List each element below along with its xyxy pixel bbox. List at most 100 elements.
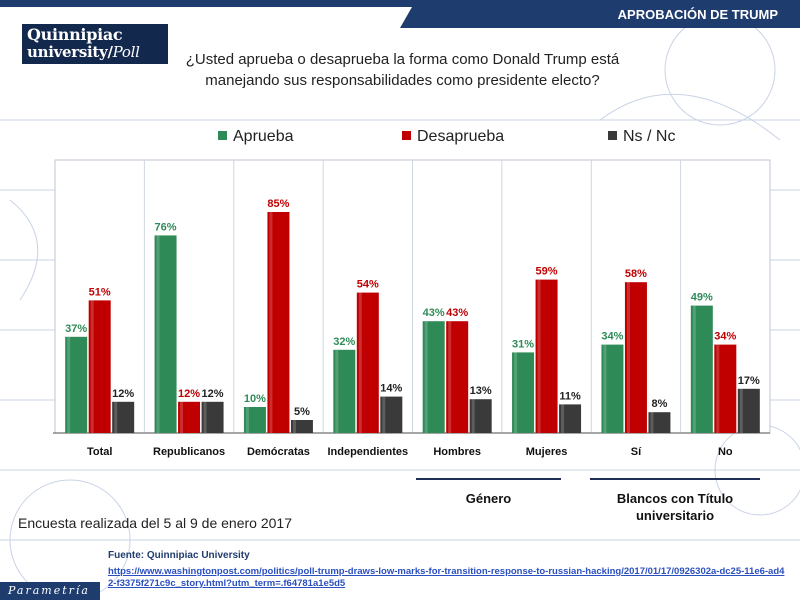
bar-desaprueba <box>714 344 737 433</box>
legend-item-nsnc: Ns / Nc <box>608 128 675 146</box>
bar-highlight <box>358 292 362 433</box>
bar-highlight <box>692 305 696 433</box>
data-label-aprueba: 76% <box>155 221 177 233</box>
bar-aprueba <box>333 349 356 433</box>
logo-line2-poll: Poll <box>112 43 140 61</box>
bar-highlight <box>471 399 475 433</box>
data-label-nsnc: 12% <box>112 388 134 400</box>
x-tick-label: Demócratas <box>247 446 310 458</box>
x-tick-label: Total <box>87 446 112 458</box>
data-label-desaprueba: 34% <box>714 331 736 343</box>
bar-aprueba <box>243 407 266 433</box>
bar-highlight <box>424 321 428 433</box>
bar-desaprueba <box>624 282 647 433</box>
bar-desaprueba <box>88 300 111 433</box>
bar-highlight <box>650 412 654 433</box>
data-label-aprueba: 32% <box>333 336 355 348</box>
bar-highlight <box>292 420 296 433</box>
logo-line2: university/Poll <box>27 43 140 61</box>
legend-item-desaprueba: Desaprueba <box>402 128 504 146</box>
bar-nsnc <box>290 420 313 433</box>
x-tick-label: Hombres <box>433 446 481 458</box>
bar-highlight <box>626 282 630 433</box>
data-label-aprueba: 31% <box>512 338 534 350</box>
bar-highlight <box>537 279 541 433</box>
bar-highlight <box>269 212 273 433</box>
legend-label-aprueba: Aprueba <box>233 128 294 145</box>
group-line-genero <box>416 478 561 480</box>
header-tag: APROBACIÓN DE TRUMP <box>400 0 800 28</box>
data-label-aprueba: 10% <box>244 393 266 405</box>
bar-highlight <box>514 352 518 433</box>
legend-swatch-nsnc <box>608 131 617 140</box>
group-label-blancos: Blancos con Título universitario <box>616 491 734 523</box>
data-label-nsnc: 12% <box>202 388 224 400</box>
data-label-desaprueba: 12% <box>178 388 200 400</box>
data-label-desaprueba: 58% <box>625 268 647 280</box>
x-tick-label: Sí <box>631 446 642 458</box>
logo-line1: Quinnipiac <box>27 25 123 44</box>
bar-highlight <box>335 349 339 433</box>
bar-aprueba <box>601 344 624 433</box>
bar-highlight <box>114 401 118 433</box>
bar-nsnc <box>559 404 582 433</box>
bar-aprueba <box>154 235 177 433</box>
group-line-blancos <box>590 478 760 480</box>
bar-aprueba <box>690 305 713 433</box>
bar-aprueba <box>512 352 535 433</box>
data-label-aprueba: 34% <box>601 331 623 343</box>
bar-desaprueba <box>178 401 201 433</box>
chart-question: ¿Usted aprueba o desaprueba la forma com… <box>185 51 620 89</box>
legend-label-nsnc: Ns / Nc <box>623 128 676 145</box>
data-label-nsnc: 11% <box>559 390 581 402</box>
data-label-desaprueba: 51% <box>89 286 111 298</box>
parametria-brand: Parametría <box>0 582 100 600</box>
bar-nsnc <box>201 401 224 433</box>
bar-highlight <box>448 321 452 433</box>
survey-date-note: Encuesta realizada del 5 al 9 de enero 2… <box>18 515 292 531</box>
top-band <box>0 0 800 7</box>
bar-nsnc <box>648 412 671 433</box>
data-label-nsnc: 8% <box>651 398 667 410</box>
bar-highlight <box>716 344 720 433</box>
data-label-aprueba: 43% <box>423 307 445 319</box>
data-label-aprueba: 37% <box>65 323 87 335</box>
data-label-desaprueba: 85% <box>267 198 289 210</box>
legend-label-desaprueba: Desaprueba <box>417 128 505 145</box>
x-tick-label: Mujeres <box>526 446 568 458</box>
data-label-desaprueba: 43% <box>446 307 468 319</box>
legend-swatch-aprueba <box>218 131 227 140</box>
source-label: Fuente: Quinnipiac University <box>108 550 250 561</box>
legend-swatch-desaprueba <box>402 131 411 140</box>
data-label-aprueba: 49% <box>691 292 713 304</box>
legend-item-aprueba: Aprueba <box>218 128 294 146</box>
logo-line2-text: university <box>27 43 108 61</box>
data-label-desaprueba: 59% <box>536 266 558 278</box>
bar-highlight <box>180 401 184 433</box>
data-label-nsnc: 17% <box>738 375 760 387</box>
bar-desaprueba <box>267 212 290 433</box>
x-tick-label: Republicanos <box>153 446 225 458</box>
bar-nsnc <box>737 388 760 433</box>
bar-aprueba <box>422 321 445 433</box>
bar-nsnc <box>112 401 135 433</box>
bar-highlight <box>739 388 743 433</box>
data-label-desaprueba: 54% <box>357 279 379 291</box>
bar-highlight <box>382 396 386 433</box>
bar-desaprueba <box>446 321 469 433</box>
bar-highlight <box>67 336 71 433</box>
bar-desaprueba <box>535 279 558 433</box>
x-tick-label: No <box>718 446 733 458</box>
chart-legend: Aprueba Desaprueba Ns / Nc <box>0 128 800 148</box>
bar-desaprueba <box>356 292 379 433</box>
data-label-nsnc: 13% <box>470 385 492 397</box>
bar-highlight <box>603 344 607 433</box>
quinnipiac-logo: Quinnipiac university/Poll <box>22 24 168 64</box>
source-url-link[interactable]: https://www.washingtonpost.com/politics/… <box>108 566 785 589</box>
bar-nsnc <box>380 396 403 433</box>
x-tick-label: Independientes <box>327 446 408 458</box>
bar-highlight <box>203 401 207 433</box>
bar-highlight <box>90 300 94 433</box>
data-label-nsnc: 14% <box>380 383 402 395</box>
